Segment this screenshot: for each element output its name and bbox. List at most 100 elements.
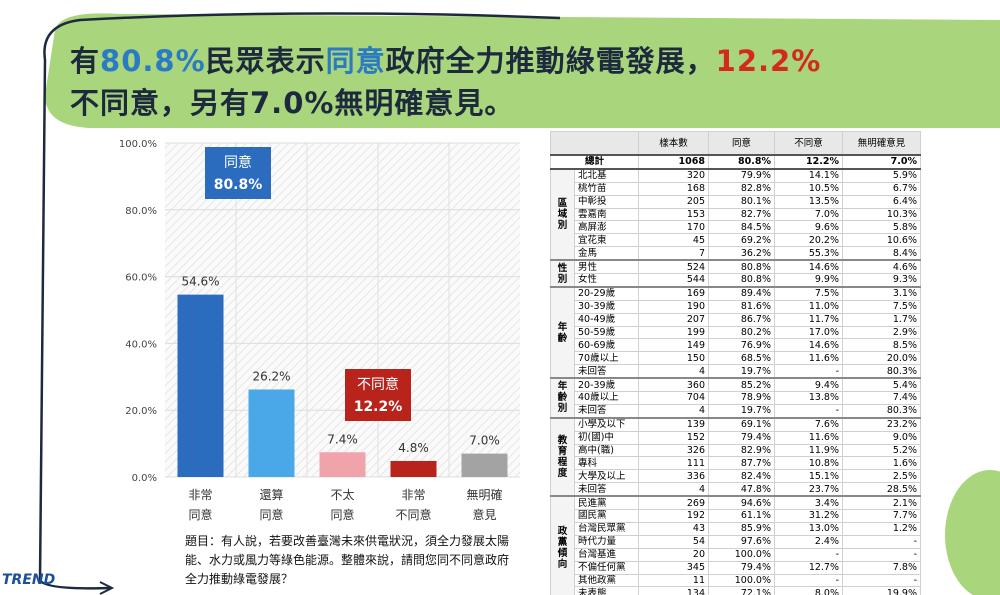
data-row: 40-49歲 207 86.7% 11.7% 1.7%: [551, 312, 921, 327]
bar: [319, 452, 366, 477]
bar: [177, 294, 224, 477]
cell: 8.5%: [842, 338, 921, 353]
headline: 有80.8%民眾表示同意政府全力推動綠電發展，12.2% 不同意，另有7.0%無…: [70, 40, 821, 124]
cell: 女性: [574, 273, 639, 288]
cell: 87.7%: [708, 456, 775, 471]
cell: 192: [638, 509, 709, 523]
cell: 10.8%: [774, 456, 843, 471]
cell: 9.6%: [774, 220, 843, 235]
data-row: 年齡 別 20-39歲 360 85.2% 9.4% 5.4%: [550, 377, 921, 419]
y-tick-label: 60.0%: [125, 273, 157, 284]
data-row: 40歲以上 704 78.9% 13.8% 7.4%: [551, 391, 921, 405]
data-row: 不偏任何黨 345 79.4% 12.7% 7.8%: [551, 560, 921, 575]
cell: -: [774, 573, 843, 588]
cell: 11.6%: [774, 430, 843, 445]
cell: 2.4%: [774, 534, 843, 549]
cell: 未表態: [574, 586, 639, 595]
cell: 3.1%: [842, 285, 921, 301]
chart-panel: 0.0% 20.0% 40.0% 60.0% 80.0% 100.0% 54.6% 26.2%…: [120, 133, 525, 595]
column-header: 不同意: [774, 131, 843, 156]
cell: 205: [638, 194, 709, 209]
data-row: 性別 男性 524 80.8% 14.6% 4.6%: [550, 259, 921, 288]
y-tick-label: 0.0%: [132, 473, 157, 484]
cell: 2.5%: [842, 469, 921, 484]
cell: 19.7%: [708, 403, 775, 419]
cell: 1.6%: [842, 456, 921, 471]
cell: 43: [638, 521, 709, 536]
cell: 544: [638, 273, 709, 288]
cell: 桃竹苗: [574, 181, 639, 196]
data-row: 高屏澎 170 84.5% 9.6% 5.8%: [551, 220, 921, 235]
value-label: 54.6%: [181, 275, 219, 289]
cell: 7.0%: [774, 207, 843, 222]
cell: 5.4%: [842, 377, 921, 393]
data-row: 桃竹苗 168 82.8% 10.5% 6.7%: [551, 181, 921, 196]
cell: 中彰投: [574, 194, 639, 209]
value-label: 4.8%: [398, 441, 429, 455]
cell: 85.2%: [708, 377, 775, 393]
cell: 84.5%: [708, 220, 775, 235]
cell: 其他政黨: [574, 573, 639, 588]
y-tick-label: 20.0%: [125, 406, 157, 417]
cell: 69.1%: [708, 416, 775, 432]
cell: 5.9%: [842, 167, 921, 183]
cell: 19.7%: [708, 364, 775, 379]
cell: 30-39歲: [574, 299, 639, 314]
cell: 20: [638, 547, 709, 562]
cell: 不偏任何黨: [574, 560, 639, 575]
cell: 2.9%: [842, 325, 921, 340]
cell: 207: [638, 312, 709, 327]
cell: 320: [638, 167, 709, 183]
data-row: 專科 111 87.7% 10.8% 1.6%: [551, 456, 921, 471]
x-tick-label: 非常 不同意: [395, 488, 432, 522]
cell: 61.1%: [708, 509, 775, 523]
data-row: 未回答 4 19.7% -80.3%: [551, 403, 921, 419]
data-row: 中彰投 205 80.1% 13.5% 6.4%: [551, 194, 921, 209]
cell: 10.3%: [842, 207, 921, 222]
y-tick-label: 80.0%: [125, 206, 157, 217]
column-header: 同意: [708, 131, 775, 156]
cell: 85.9%: [708, 521, 775, 536]
cell: 82.4%: [708, 469, 775, 484]
cell: 100.0%: [708, 573, 775, 588]
cell: 6.4%: [842, 194, 921, 209]
cell: 31.2%: [774, 509, 843, 523]
cell: 北北基: [574, 167, 639, 183]
cell: 9.9%: [774, 273, 843, 288]
cell: 100.0%: [708, 547, 775, 562]
cell: 大學及以上: [574, 469, 639, 484]
cell: 小學及以下: [574, 416, 639, 432]
data-row: 70歲以上 150 68.5% 11.6% 20.0%: [551, 351, 921, 366]
cell: 雲嘉南: [574, 207, 639, 222]
column-header: 樣本數: [638, 131, 709, 156]
data-row: 時代力量 54 97.6% 2.4% -: [551, 534, 921, 549]
corner-cell: [550, 131, 639, 156]
cell: 1.7%: [842, 312, 921, 327]
cell: 11.7%: [774, 312, 843, 327]
data-row: 50-59歲 199 80.2% 17.0% 2.9%: [551, 325, 921, 340]
cell: 2.1%: [842, 495, 921, 511]
annotation-label: 同意: [224, 154, 252, 171]
value-label: 7.0%: [469, 434, 500, 448]
data-row: 政黨 傾向 民進黨 269 94.6% 3.4% 2.1%: [550, 495, 921, 595]
cell: 80.2%: [708, 325, 775, 340]
cell: 17.0%: [774, 325, 843, 340]
cell: 60-69歲: [574, 338, 639, 353]
cell: 男性: [574, 259, 639, 275]
cell: 4.6%: [842, 259, 921, 275]
cell: 40歲以上: [574, 391, 639, 405]
cell: 未回答: [574, 403, 639, 419]
cell: 9.4%: [774, 377, 843, 393]
cell: -: [842, 547, 921, 562]
data-row: 大學及以上 336 82.4% 15.1% 2.5%: [551, 469, 921, 484]
cell: 55.3%: [774, 246, 843, 261]
cell: 82.7%: [708, 207, 775, 222]
cell: 70歲以上: [574, 351, 639, 366]
cell: 4: [638, 403, 709, 419]
x-tick-label: 非常 同意: [188, 488, 213, 522]
cell: 民進黨: [574, 495, 639, 511]
annotation-value: 80.8%: [214, 177, 263, 193]
cell: 7.5%: [774, 285, 843, 301]
headline-text: 民眾表示: [205, 44, 326, 78]
